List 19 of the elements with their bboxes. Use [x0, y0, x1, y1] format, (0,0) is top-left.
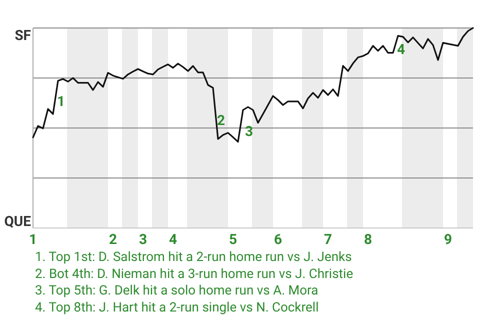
x-tick-label: 2: [108, 232, 118, 248]
x-tick-label: 8: [364, 232, 372, 248]
x-tick-label: 5: [228, 232, 238, 248]
x-tick-label: 9: [444, 232, 452, 248]
x-tick-label: 6: [274, 232, 282, 248]
annotation: 4: [396, 42, 406, 58]
text: QUE: [4, 214, 32, 230]
x-tick-label: 7: [324, 232, 332, 248]
x-tick-label: 3: [138, 232, 148, 248]
text: 4. Top 8th: J. Hart hit a 2-run single vs N. Cockrell: [35, 300, 319, 316]
annotation: 1: [56, 94, 66, 110]
text: 3. Top 5th: G. Delk hit a solo home run vs A. Mora: [35, 284, 318, 299]
text: 1. Top 1st: D. Salstrom hit a 2-run home run vs J. Jenks: [35, 250, 352, 265]
annotation: 3: [244, 124, 254, 140]
x-tick-label: 4: [168, 232, 178, 248]
annotation: 2: [216, 113, 226, 129]
text: SF: [14, 28, 32, 44]
x-tick-label: 1: [28, 232, 38, 248]
text: 2. Bot 4th: D. Nieman hit a 3-run home run vs J. Christie: [35, 266, 354, 282]
